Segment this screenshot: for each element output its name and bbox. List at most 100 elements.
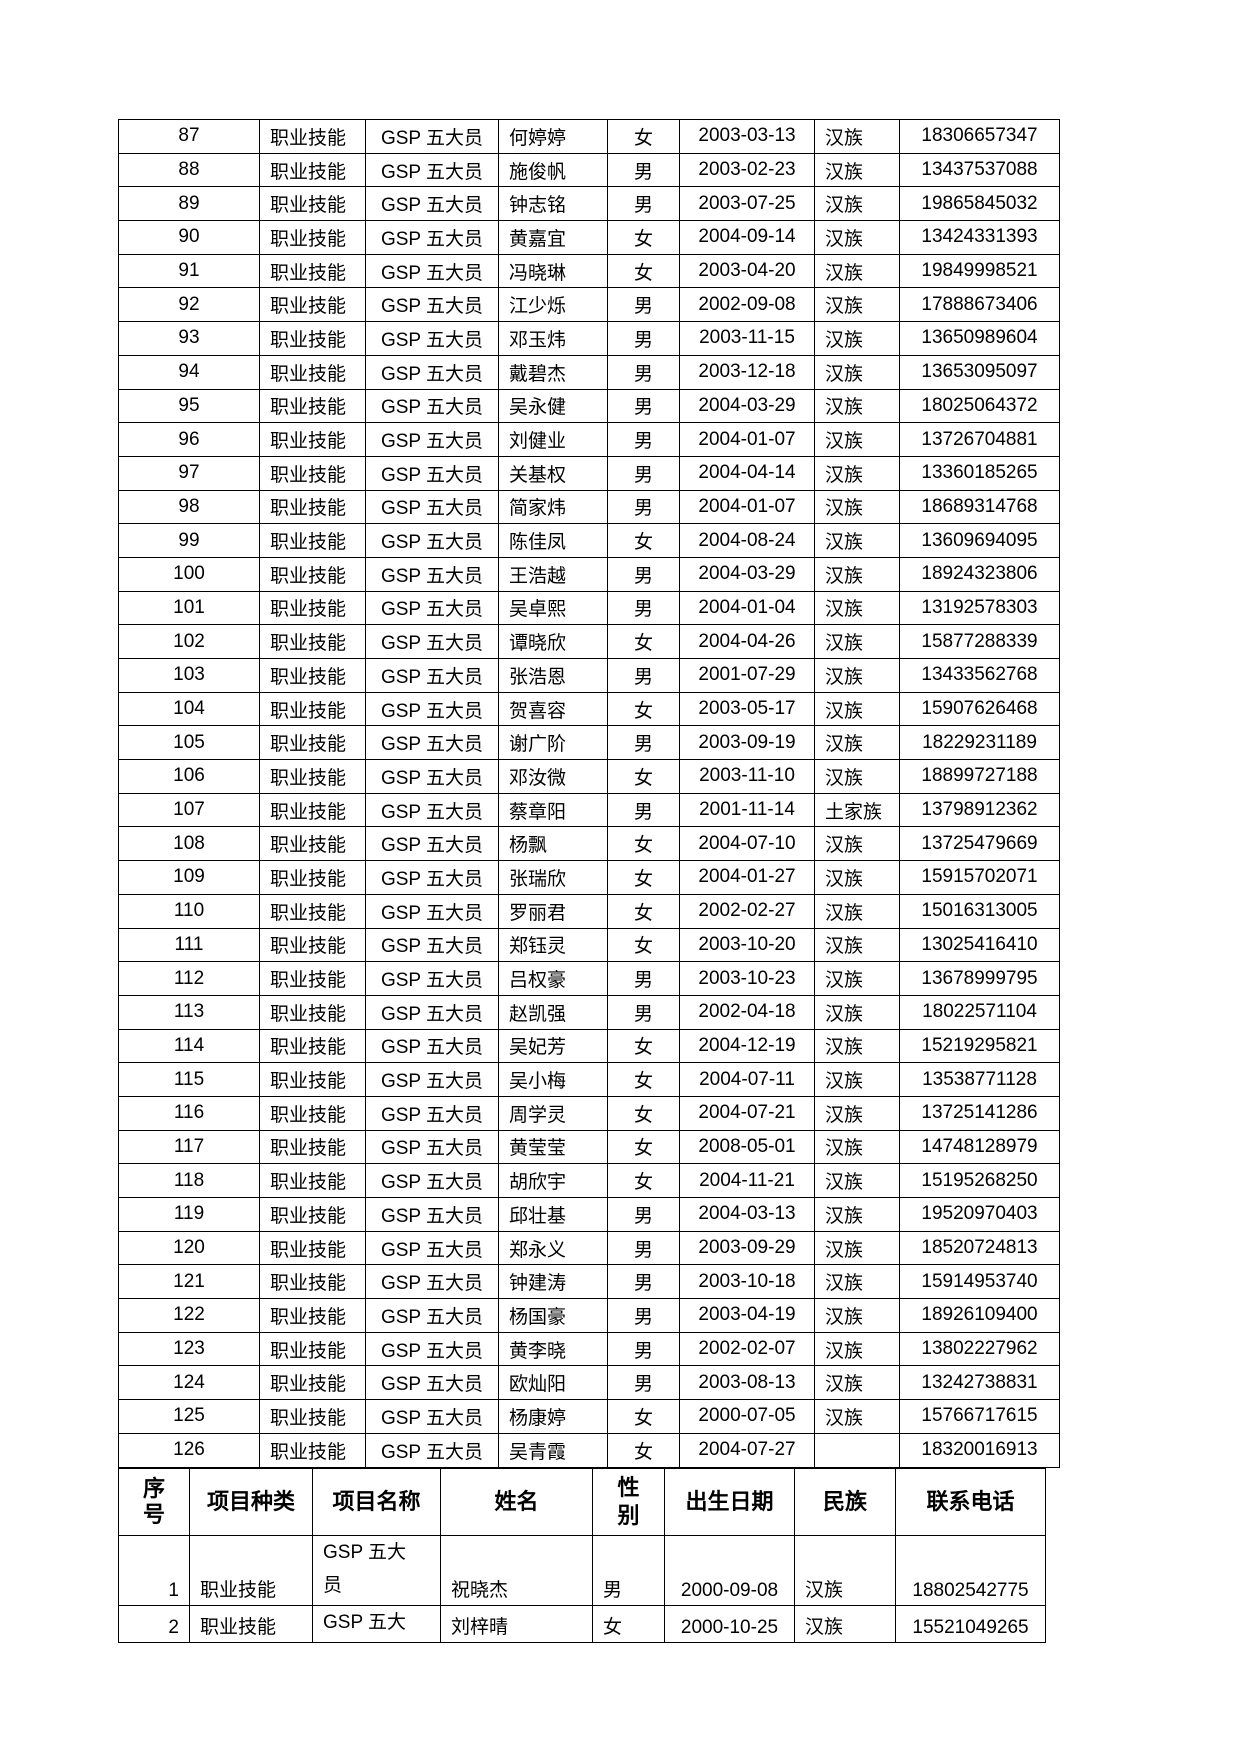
cell-index: 98 (118, 489, 260, 525)
cell-phone: 18924323806 (899, 556, 1060, 592)
cell-birth-date: 2008-05-01 (679, 1129, 815, 1165)
cell-index: 107 (118, 792, 260, 828)
cell-index: 104 (118, 691, 260, 727)
cell-index: 114 (118, 1028, 260, 1064)
table-row: 104 职业技能 GSP 五大员 贺喜容女 2003-05-17 汉族 1590762646… (118, 691, 1060, 727)
cell-name: 罗丽君 (498, 893, 608, 929)
cell-name: 施俊帆 (498, 152, 608, 188)
cell-ethnicity: 汉族 (814, 624, 900, 659)
cell-project-name: GSP 五大员 (365, 556, 499, 592)
cell-project-type: 职业技能 (259, 1062, 366, 1097)
cell-ethnicity: 汉族 (814, 1028, 900, 1064)
cell-ethnicity: 汉族 (814, 1331, 900, 1367)
cell-birth-date: 2000-10-25 (664, 1605, 795, 1643)
cell-phone: 18899727188 (899, 759, 1060, 794)
cell-index: 108 (118, 826, 260, 862)
cell-gender: 男 (607, 1298, 680, 1333)
cell-birth-date: 2004-07-27 (679, 1432, 815, 1468)
student-table-new-section: 序号 项目种类 项目名称 姓名 性别 出生日期 民族 联系电话 1 职业技能 GSP… (118, 1467, 1046, 1643)
cell-project-type: 职业技能 (259, 523, 366, 558)
cell-birth-date: 2000-09-08 (664, 1535, 795, 1606)
cell-gender: 女 (607, 1432, 680, 1468)
cell-index: 116 (118, 1095, 260, 1131)
cell-name: 邓汝微 (498, 759, 608, 794)
cell-ethnicity: 汉族 (814, 1365, 900, 1401)
cell-index: 112 (118, 961, 260, 996)
cell-project-type: 职业技能 (259, 186, 366, 222)
cell-phone: 15016313005 (899, 893, 1060, 929)
cell-gender: 男 (607, 1331, 680, 1367)
cell-index: 126 (118, 1432, 260, 1468)
cell-ethnicity: 汉族 (814, 220, 900, 255)
cell-gender: 女 (607, 1129, 680, 1165)
cell-project-type: 职业技能 (259, 1095, 366, 1131)
cell-gender: 男 (607, 1365, 680, 1401)
cell-index: 106 (118, 759, 260, 794)
cell-phone: 15195268250 (899, 1163, 1060, 1198)
cell-ethnicity: 汉族 (814, 1095, 900, 1131)
cell-project-name: GSP 五大员 (365, 354, 499, 390)
cell-ethnicity: 汉族 (794, 1535, 896, 1606)
cell-ethnicity: 汉族 (814, 253, 900, 289)
table-row: 95 职业技能 GSP 五大员 吴永健男 2004-03-29 汉族 18025064372 (118, 388, 1060, 424)
cell-project-name: GSP 五大员 (365, 860, 499, 895)
cell-ethnicity: 汉族 (814, 556, 900, 592)
cell-ethnicity: 汉族 (814, 119, 900, 154)
cell-phone: 13433562768 (899, 658, 1060, 693)
cell-phone: 15219295821 (899, 1028, 1060, 1064)
table-row: 115 职业技能 GSP 五大员 吴小梅女 2004-07-11 汉族 1353877112… (118, 1062, 1060, 1097)
cell-birth-date: 2000-07-05 (679, 1399, 815, 1434)
header-name: 姓名 (440, 1467, 593, 1536)
cell-ethnicity: 汉族 (814, 1197, 900, 1232)
cell-project-name: GSP 五大员 (365, 1230, 499, 1266)
cell-birth-date: 2003-07-25 (679, 186, 815, 222)
table-row: 116 职业技能 GSP 五大员 周学灵女 2004-07-21 汉族 1372514128… (118, 1095, 1060, 1131)
table-row: 106 职业技能 GSP 五大员 邓汝微女 2003-11-10 汉族 1889972718… (118, 759, 1060, 794)
cell-project-type: 职业技能 (259, 1399, 366, 1434)
cell-ethnicity: 汉族 (814, 523, 900, 558)
cell-project-type: 职业技能 (259, 691, 366, 727)
cell-ethnicity: 汉族 (794, 1605, 896, 1643)
cell-project-type: 职业技能 (259, 287, 366, 323)
table-row: 114 职业技能 GSP 五大员 吴妃芳女 2004-12-19 汉族 1521929582… (118, 1028, 1060, 1064)
cell-name: 关基权 (498, 455, 608, 491)
table-row: 87 职业技能 GSP 五大员 何婷婷女 2003-03-13 汉族 18306657347 (118, 119, 1060, 154)
cell-name: 祝晓杰 (440, 1535, 593, 1606)
cell-project-type: 职业技能 (259, 1432, 366, 1468)
cell-index: 120 (118, 1230, 260, 1266)
cell-birth-date: 2004-08-24 (679, 523, 815, 558)
cell-name: 邓玉炜 (498, 321, 608, 356)
cell-ethnicity: 汉族 (814, 422, 900, 457)
cell-ethnicity: 汉族 (814, 927, 900, 963)
cell-project-name: GSP 五大员 (365, 1062, 499, 1097)
cell-gender: 男 (607, 455, 680, 491)
cell-project-name: GSP 五大员 (365, 792, 499, 828)
cell-project-type: 职业技能 (259, 994, 366, 1030)
cell-name: 戴碧杰 (498, 354, 608, 390)
cell-birth-date: 2003-09-29 (679, 1230, 815, 1266)
table-row: 118 职业技能 GSP 五大员 胡欣宇女 2004-11-21 汉族 1519526825… (118, 1163, 1060, 1198)
table-row: 1 职业技能 GSP 五大员 祝晓杰男 2000-09-08 汉族 18802542775 (118, 1535, 1046, 1606)
table-row: 125 职业技能 GSP 五大员 杨康婷女 2000-07-05 汉族 1576671761… (118, 1399, 1060, 1434)
table-row: 100 职业技能 GSP 五大员 王浩越男 2004-03-29 汉族 1892432380… (118, 556, 1060, 592)
cell-name: 谢广阶 (498, 725, 608, 761)
cell-birth-date: 2004-11-21 (679, 1163, 815, 1198)
header-project-name: 项目名称 (312, 1467, 441, 1536)
cell-name: 刘梓晴 (440, 1605, 593, 1643)
cell-project-type: 职业技能 (259, 1298, 366, 1333)
cell-name: 胡欣宇 (498, 1163, 608, 1198)
cell-ethnicity: 汉族 (814, 590, 900, 626)
cell-birth-date: 2004-01-04 (679, 590, 815, 626)
cell-project-name: GSP 五大员 (365, 1129, 499, 1165)
cell-birth-date: 2001-07-29 (679, 658, 815, 693)
table-row: 111 职业技能 GSP 五大员 郑钰灵女 2003-10-20 汉族 1302541641… (118, 927, 1060, 963)
header-project-type: 项目种类 (189, 1467, 313, 1536)
cell-phone: 13192578303 (899, 590, 1060, 626)
cell-phone: 18802542775 (895, 1535, 1046, 1606)
cell-birth-date: 2002-02-07 (679, 1331, 815, 1367)
cell-project-name: GSP 五大员 (365, 961, 499, 996)
cell-project-name: GSP 五大员 (365, 658, 499, 693)
cell-name: 欧灿阳 (498, 1365, 608, 1401)
cell-phone: 18022571104 (899, 994, 1060, 1030)
table-row: 117 职业技能 GSP 五大员 黄莹莹女 2008-05-01 汉族 1474812897… (118, 1129, 1060, 1165)
